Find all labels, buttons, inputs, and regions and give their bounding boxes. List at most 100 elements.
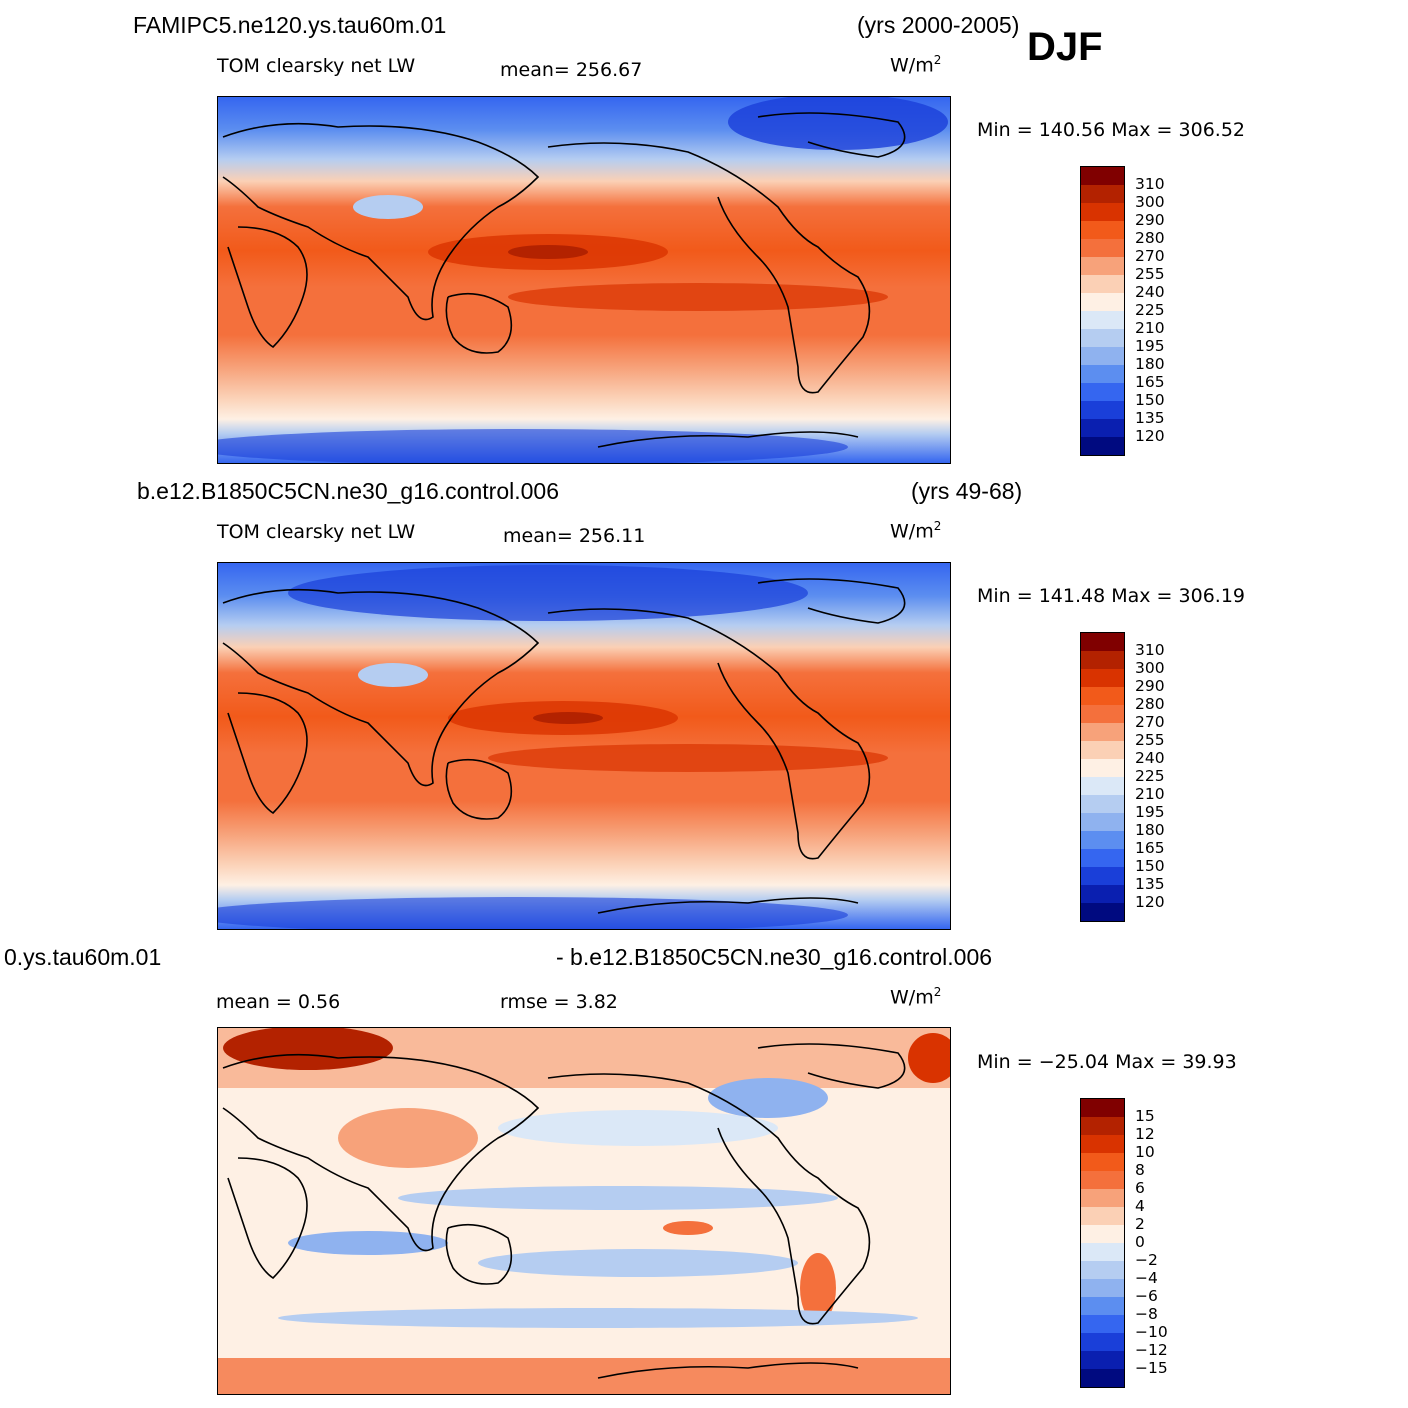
legend-swatch bbox=[1081, 1117, 1124, 1135]
panel-3-spac-cool bbox=[478, 1249, 798, 1277]
legend-label: 2 bbox=[1135, 1215, 1145, 1233]
legend-label: 300 bbox=[1135, 193, 1165, 211]
panel-1-mean-label: mean= 256.67 bbox=[500, 59, 643, 81]
panel-1-tibet-cold bbox=[353, 195, 423, 219]
panel-2-nh-cold bbox=[288, 565, 808, 621]
panel-2-case-title: b.e12.B1850C5CN.ne30_g16.control.006 bbox=[137, 478, 559, 504]
panel-3-field bbox=[218, 1028, 950, 1394]
legend-label: 10 bbox=[1135, 1143, 1155, 1161]
legend-swatch bbox=[1081, 741, 1124, 759]
legend-label: 165 bbox=[1135, 839, 1165, 857]
panel-3-so-cool bbox=[278, 1308, 918, 1328]
legend-swatch bbox=[1081, 795, 1124, 813]
legend-swatch bbox=[1081, 311, 1124, 329]
legend-swatch bbox=[1081, 329, 1124, 347]
legend-swatch bbox=[1081, 437, 1124, 455]
panel-3-case-title: 0.ys.tau60m.01 bbox=[4, 944, 162, 970]
panel-3-samerica-warm bbox=[800, 1253, 836, 1323]
panel-3-npac-cool bbox=[498, 1110, 778, 1146]
legend-label: 120 bbox=[1135, 893, 1165, 911]
panel-1-map bbox=[217, 96, 951, 464]
panel-2-mean-label: mean= 256.11 bbox=[503, 525, 646, 547]
legend-label: 255 bbox=[1135, 265, 1165, 283]
legend-swatch bbox=[1081, 1243, 1124, 1261]
legend-label: 225 bbox=[1135, 301, 1165, 319]
panel-2-core-max bbox=[533, 712, 603, 724]
legend-swatch bbox=[1081, 1153, 1124, 1171]
panel-1-case-title: FAMIPC5.ne120.ys.tau60m.01 bbox=[133, 12, 447, 38]
panel-3-eq-cool bbox=[398, 1186, 838, 1210]
legend-swatch bbox=[1081, 777, 1124, 795]
panel-2-minmax: Min = 141.48 Max = 306.19 bbox=[977, 585, 1245, 607]
panel-1-core-max bbox=[508, 245, 588, 259]
legend-label: 225 bbox=[1135, 767, 1165, 785]
legend-swatch bbox=[1081, 849, 1124, 867]
panel-1-nh-cold bbox=[728, 97, 948, 150]
panel-1-coastlines bbox=[222, 112, 906, 448]
legend-label: −4 bbox=[1135, 1269, 1158, 1287]
panel-3-minmax: Min = −25.04 Max = 39.93 bbox=[977, 1051, 1237, 1073]
legend-label: 180 bbox=[1135, 355, 1165, 373]
legend-label: −12 bbox=[1135, 1341, 1168, 1359]
legend-label: −15 bbox=[1135, 1359, 1168, 1377]
legend-swatch bbox=[1081, 185, 1124, 203]
legend-swatch bbox=[1081, 903, 1124, 921]
legend-label: −2 bbox=[1135, 1251, 1158, 1269]
legend-label: 210 bbox=[1135, 785, 1165, 803]
legend-label: 255 bbox=[1135, 731, 1165, 749]
panel-3-rmse-label: rmse = 3.82 bbox=[500, 991, 618, 1013]
panel-3-coastlines bbox=[222, 1043, 906, 1379]
legend-swatch bbox=[1081, 633, 1124, 651]
legend-label: 280 bbox=[1135, 229, 1165, 247]
legend-label: 0 bbox=[1135, 1233, 1145, 1251]
legend-label: 150 bbox=[1135, 391, 1165, 409]
legend-swatch bbox=[1081, 275, 1124, 293]
legend-swatch bbox=[1081, 347, 1124, 365]
legend-swatch bbox=[1081, 383, 1124, 401]
legend-swatch bbox=[1081, 867, 1124, 885]
legend-swatch bbox=[1081, 401, 1124, 419]
legend-swatch bbox=[1081, 1369, 1124, 1387]
panel-3-namerica-cool bbox=[708, 1078, 828, 1118]
legend-swatch bbox=[1081, 813, 1124, 831]
legend-swatch bbox=[1081, 1297, 1124, 1315]
legend-swatch bbox=[1081, 1333, 1124, 1351]
panel-1-sh-cold bbox=[218, 429, 848, 463]
panel-1-minmax: Min = 140.56 Max = 306.52 bbox=[977, 119, 1245, 141]
panel-3-map bbox=[217, 1027, 951, 1395]
legend-swatch bbox=[1081, 885, 1124, 903]
legend-swatch bbox=[1081, 831, 1124, 849]
legend-label: −10 bbox=[1135, 1323, 1168, 1341]
legend-label: 195 bbox=[1135, 337, 1165, 355]
panel-3-antarctic-warm bbox=[218, 1358, 950, 1394]
legend-swatch bbox=[1081, 1279, 1124, 1297]
legend-label: 150 bbox=[1135, 857, 1165, 875]
panel-3-northatl-max bbox=[908, 1033, 950, 1083]
panel-3-mean-label: mean = 0.56 bbox=[216, 991, 341, 1013]
legend-label: 240 bbox=[1135, 749, 1165, 767]
legend-swatch bbox=[1081, 1099, 1124, 1117]
legend-label: 310 bbox=[1135, 175, 1165, 193]
panel-2-legend bbox=[1080, 632, 1125, 922]
legend-label: 280 bbox=[1135, 695, 1165, 713]
legend-label: 290 bbox=[1135, 677, 1165, 695]
legend-swatch bbox=[1081, 1315, 1124, 1333]
legend-label: 180 bbox=[1135, 821, 1165, 839]
legend-label: 135 bbox=[1135, 409, 1165, 427]
legend-swatch bbox=[1081, 167, 1124, 185]
legend-label: 270 bbox=[1135, 247, 1165, 265]
panel-1-years: (yrs 2000-2005) bbox=[857, 12, 1020, 38]
legend-swatch bbox=[1081, 239, 1124, 257]
legend-swatch bbox=[1081, 1351, 1124, 1369]
legend-label: 240 bbox=[1135, 283, 1165, 301]
panel-2-map bbox=[217, 562, 951, 930]
legend-label: 165 bbox=[1135, 373, 1165, 391]
legend-swatch bbox=[1081, 257, 1124, 275]
legend-swatch bbox=[1081, 419, 1124, 437]
panel-1-legend bbox=[1080, 166, 1125, 456]
legend-swatch bbox=[1081, 1135, 1124, 1153]
panel-2-field bbox=[218, 563, 950, 929]
panel-2-coastlines bbox=[222, 578, 906, 914]
legend-label: 120 bbox=[1135, 427, 1165, 445]
panel-2-sh-cold bbox=[218, 897, 848, 929]
